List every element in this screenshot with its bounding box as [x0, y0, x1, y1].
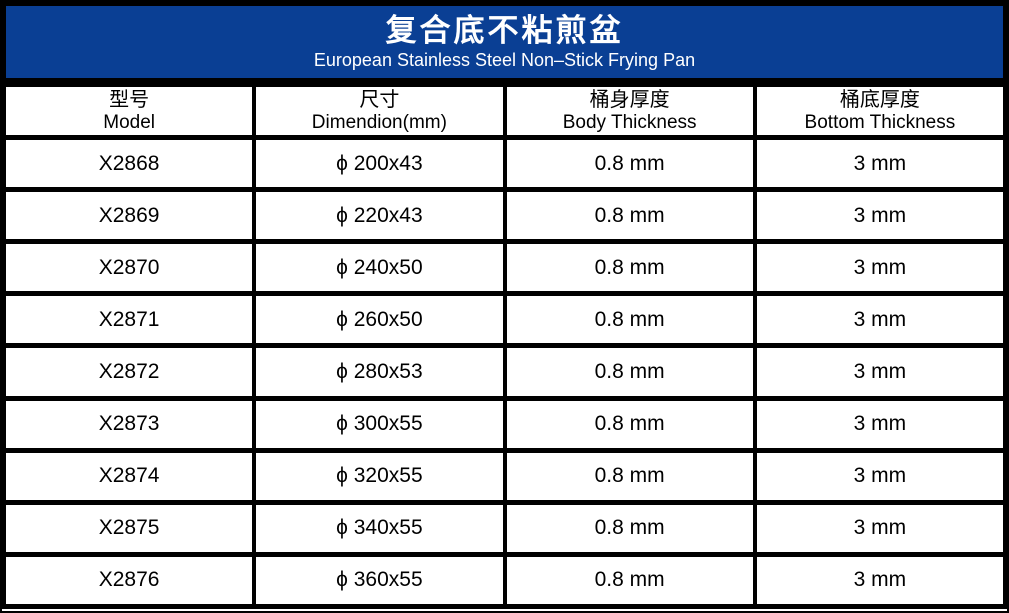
body-thickness-cell: 0.8 mm [502, 395, 757, 453]
bottom-thickness-cell: 3 mm [752, 395, 1008, 453]
dimension-cell: ϕ 280x53 [252, 343, 507, 401]
dimension-cell: ϕ 300x55 [252, 395, 507, 453]
dimension-cell: ϕ 360x55 [252, 551, 507, 610]
bottom-thickness-cell: 3 mm [752, 291, 1008, 349]
col-header-dimension: 尺寸 Dimendion(mm) [252, 82, 507, 140]
bottom-thickness-cell: 3 mm [752, 343, 1008, 401]
table-row: X2873 ϕ 300x55 0.8 mm 3 mm [1, 395, 1008, 453]
model-cell: X2868 [1, 134, 257, 193]
col-header-dimension-cn: 尺寸 [359, 89, 400, 112]
model-cell: X2869 [1, 187, 257, 245]
bottom-thickness-cell: 3 mm [752, 499, 1008, 557]
table-row: X2874 ϕ 320x55 0.8 mm 3 mm [1, 447, 1008, 505]
body-thickness-cell: 0.8 mm [502, 291, 757, 349]
col-header-bottom-thickness: 桶底厚度 Bottom Thickness [752, 82, 1008, 140]
body-thickness-cell: 0.8 mm [502, 447, 757, 505]
dimension-cell: ϕ 240x50 [252, 239, 507, 297]
col-header-bottom-thickness-en: Bottom Thickness [804, 112, 956, 134]
dimension-cell: ϕ 200x43 [252, 134, 507, 193]
col-header-bottom-thickness-cn: 桶底厚度 [839, 89, 920, 112]
body-thickness-cell: 0.8 mm [502, 499, 757, 557]
product-title-english: European Stainless Steel Non–Stick Fryin… [313, 50, 696, 71]
table-row: X2869 ϕ 220x43 0.8 mm 3 mm [1, 187, 1008, 245]
dimension-cell: ϕ 220x43 [252, 187, 507, 245]
bottom-thickness-cell: 3 mm [752, 239, 1008, 297]
body-thickness-cell: 0.8 mm [502, 134, 757, 193]
bottom-thickness-cell: 3 mm [752, 134, 1008, 193]
col-header-model: 型号 Model [1, 82, 257, 140]
model-cell: X2870 [1, 239, 257, 297]
col-header-model-cn: 型号 [109, 89, 150, 112]
body-thickness-cell: 0.8 mm [502, 343, 757, 401]
dimension-cell: ϕ 340x55 [252, 499, 507, 557]
product-title-chinese: 复合底不粘煎盆 [385, 12, 624, 48]
table-row: X2872 ϕ 280x53 0.8 mm 3 mm [1, 343, 1008, 401]
spec-table: 型号 Model 尺寸 Dimendion(mm) 桶身厚度 Body Thic… [1, 82, 1008, 610]
table-row: X2871 ϕ 260x50 0.8 mm 3 mm [1, 291, 1008, 349]
title-banner: 复合底不粘煎盆 European Stainless Steel Non–Sti… [2, 2, 1007, 82]
body-thickness-cell: 0.8 mm [502, 239, 757, 297]
model-cell: X2876 [1, 551, 257, 610]
model-cell: X2871 [1, 291, 257, 349]
table-row: X2875 ϕ 340x55 0.8 mm 3 mm [1, 499, 1008, 557]
bottom-thickness-cell: 3 mm [752, 447, 1008, 505]
model-cell: X2875 [1, 499, 257, 557]
dimension-cell: ϕ 260x50 [252, 291, 507, 349]
model-cell: X2873 [1, 395, 257, 453]
spec-table-head: 型号 Model 尺寸 Dimendion(mm) 桶身厚度 Body Thic… [1, 82, 1008, 140]
bottom-thickness-cell: 3 mm [752, 551, 1008, 610]
col-header-body-thickness: 桶身厚度 Body Thickness [502, 82, 757, 140]
model-cell: X2872 [1, 343, 257, 401]
body-thickness-cell: 0.8 mm [502, 551, 757, 610]
table-row: X2868 ϕ 200x43 0.8 mm 3 mm [1, 134, 1008, 193]
spec-table-body: X2868 ϕ 200x43 0.8 mm 3 mm X2869 ϕ 220x43 0.8 … [1, 134, 1008, 610]
table-row: X2876 ϕ 360x55 0.8 mm 3 mm [1, 551, 1008, 610]
col-header-model-en: Model [103, 112, 155, 134]
model-cell: X2874 [1, 447, 257, 505]
header-row: 型号 Model 尺寸 Dimendion(mm) 桶身厚度 Body Thic… [1, 82, 1008, 140]
dimension-cell: ϕ 320x55 [252, 447, 507, 505]
col-header-body-thickness-en: Body Thickness [562, 112, 697, 134]
bottom-thickness-cell: 3 mm [752, 187, 1008, 245]
body-thickness-cell: 0.8 mm [502, 187, 757, 245]
table-row: X2870 ϕ 240x50 0.8 mm 3 mm [1, 239, 1008, 297]
col-header-dimension-en: Dimendion(mm) [311, 112, 447, 134]
col-header-body-thickness-cn: 桶身厚度 [589, 89, 670, 112]
